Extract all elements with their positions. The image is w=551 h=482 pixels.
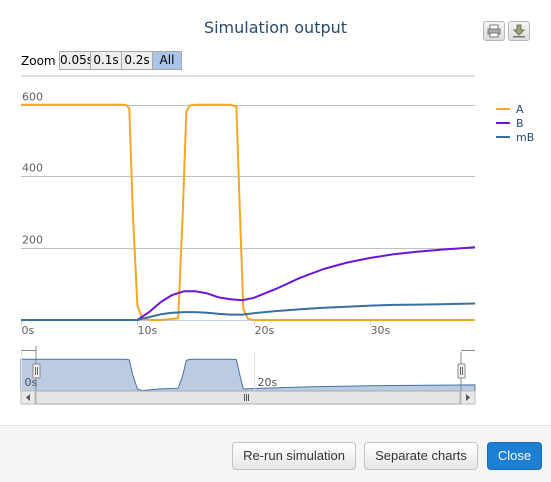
x-tick-label: 20s	[255, 324, 275, 337]
y-tick-label: 600	[22, 91, 43, 104]
scroll-left-arrow-icon	[26, 394, 30, 401]
close-button[interactable]: Close	[487, 442, 542, 470]
download-button[interactable]	[508, 21, 530, 41]
zoom-option-0.2s[interactable]: 0.2s	[121, 51, 153, 70]
x-tick-label: 10s	[138, 324, 158, 337]
navigator-series-area	[20, 358, 476, 392]
chart-series-group	[21, 103, 476, 321]
navigator-x-tick-label: 20s	[258, 376, 278, 389]
legend-label-B: B	[516, 117, 524, 130]
zoom-option-0.05s[interactable]: 0.05s	[59, 51, 93, 70]
separate-charts-button[interactable]: Separate charts	[364, 442, 478, 470]
navigator-left-handle[interactable]	[32, 363, 41, 379]
dialog-title: Simulation output	[203, 18, 348, 37]
series-line-B	[21, 246, 476, 321]
y-tick-label: 400	[22, 162, 43, 175]
series-line-mB	[21, 302, 476, 321]
navigator-x-tick-label: 0s	[25, 376, 38, 389]
legend-label-mB: mB	[516, 131, 534, 144]
zoom-option-0.1s[interactable]: 0.1s	[90, 51, 122, 70]
navigator-right-handle[interactable]	[457, 363, 466, 379]
scroll-right-arrow-icon	[466, 394, 470, 401]
zoom-label: Zoom	[21, 54, 56, 68]
series-line-A	[21, 103, 475, 321]
dialog-footer: Re-run simulation Separate charts Close	[0, 425, 551, 482]
y-tick-label: 200	[22, 234, 43, 247]
rerun-simulation-button[interactable]: Re-run simulation	[232, 442, 356, 470]
zoom-option-all[interactable]: All	[152, 51, 182, 70]
x-tick-label: 30s	[371, 324, 391, 337]
chart-grid: 200 400 600 0s 10s 20s 30s	[21, 75, 475, 337]
printer-icon	[487, 24, 501, 38]
print-button[interactable]	[483, 21, 505, 41]
x-tick-label: 0s	[22, 324, 35, 337]
legend-label-A: A	[516, 103, 524, 116]
download-icon	[512, 24, 526, 38]
navigator: 0s 20s	[20, 346, 476, 405]
